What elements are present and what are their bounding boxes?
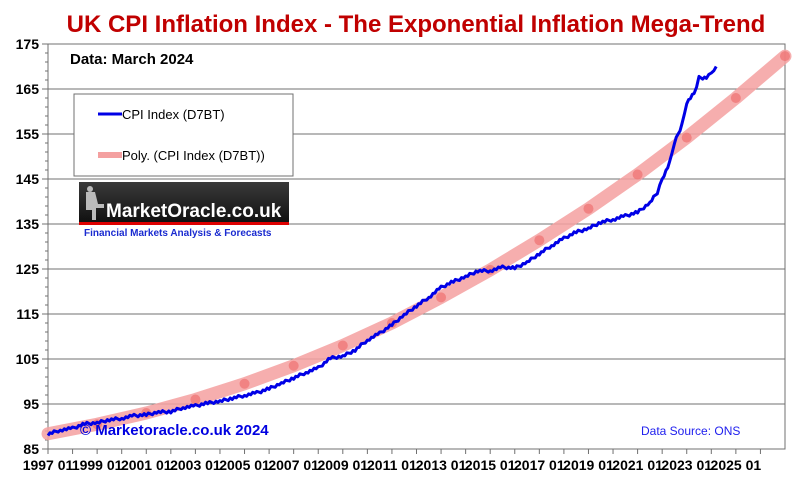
x-tick-label: 1997 01 <box>23 457 74 473</box>
trend-marker <box>730 93 741 103</box>
x-tick-label: 2011 01 <box>367 457 417 473</box>
data-source-text: Data Source: ONS <box>641 424 740 438</box>
trend-marker <box>288 360 299 371</box>
y-axis: 85 95 105 115 125 135 145 155 165 175 <box>16 36 48 457</box>
x-tick-label: 2005 01 <box>219 457 270 473</box>
y-tick-label: 85 <box>23 441 39 457</box>
trendline-series <box>41 49 792 441</box>
x-tick-label: 2025 01 <box>711 457 762 473</box>
logo-text: MarketOracle.co.uk <box>106 201 282 222</box>
logo-background <box>79 182 289 222</box>
trend-marker <box>534 235 545 246</box>
y-tick-label: 105 <box>16 351 40 367</box>
trend-marker <box>583 203 594 214</box>
x-tick-label: 1999 01 <box>72 457 123 473</box>
legend-box <box>73 93 294 177</box>
statue-icon <box>86 186 104 220</box>
x-tick-label: 2013 01 <box>416 457 467 473</box>
y-tick-label: 115 <box>16 306 39 322</box>
x-tick-label: 2017 01 <box>514 457 565 473</box>
legend-label-cpi: CPI Index (D7BT) <box>122 107 225 122</box>
x-tick-label: 2009 01 <box>317 457 368 473</box>
cpi-series <box>46 65 718 437</box>
trend-marker <box>632 169 643 180</box>
copyright-text: © Marketoracle.co.uk 2024 <box>80 422 269 439</box>
y-tick-label: 125 <box>16 261 40 277</box>
logo-underline <box>79 222 289 225</box>
y-tick-label: 145 <box>16 171 40 187</box>
x-tick-label: 2001 01 <box>121 457 172 473</box>
x-tick-label: 2023 01 <box>661 457 712 473</box>
x-tick-label: 2003 01 <box>170 457 221 473</box>
trend-marker <box>436 292 447 303</box>
x-tick-label: 2019 01 <box>563 457 614 473</box>
trendline <box>41 49 792 441</box>
trend-marker <box>337 340 348 351</box>
cpi-line <box>46 65 718 437</box>
logo: MarketOracle.co.uk Financial Markets Ana… <box>79 182 289 239</box>
x-tick-label: 2021 01 <box>612 457 663 473</box>
y-tick-label: 165 <box>16 81 40 97</box>
logo-tagline: Financial Markets Analysis & Forecasts <box>84 228 272 239</box>
x-tick-label: 2015 01 <box>465 457 516 473</box>
y-tick-label: 175 <box>16 36 40 52</box>
y-tick-label: 95 <box>23 396 39 412</box>
trend-marker <box>681 132 692 143</box>
trend-marker <box>239 378 250 389</box>
y-tick-label: 155 <box>16 126 40 142</box>
data-date-label: Data: March 2024 <box>70 51 194 68</box>
trend-marker <box>190 394 201 405</box>
trend-marker <box>780 51 790 62</box>
x-tick-label: 2007 01 <box>268 457 319 473</box>
legend-label-poly: Poly. (CPI Index (D7BT)) <box>122 148 265 163</box>
legend: CPI Index (D7BT) Poly. (CPI Index (D7BT)… <box>73 93 294 177</box>
y-tick-label: 135 <box>16 216 40 232</box>
chart-title: UK CPI Inflation Index - The Exponential… <box>67 11 766 38</box>
